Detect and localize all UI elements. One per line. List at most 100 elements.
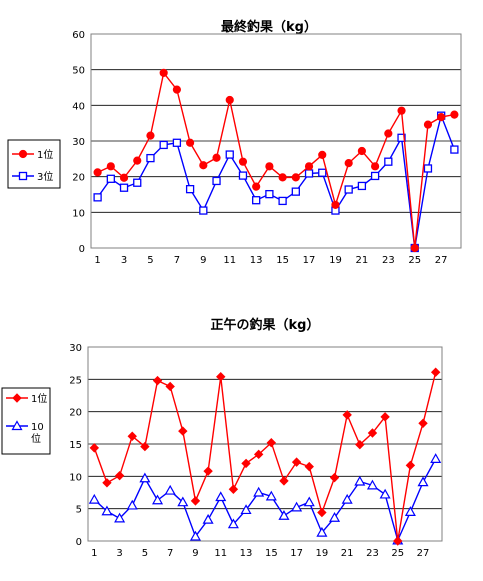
data-point — [93, 168, 102, 177]
x-tick-label: 5 — [147, 255, 153, 266]
data-point — [152, 494, 164, 505]
data-point — [106, 174, 115, 183]
data-point — [437, 113, 446, 122]
data-point — [106, 162, 115, 171]
y-tick-label: 60 — [72, 30, 85, 41]
data-point — [384, 157, 393, 166]
chart1-series — [93, 68, 459, 253]
data-point — [228, 484, 239, 494]
x-tick-label: 25 — [408, 255, 421, 266]
data-point — [265, 490, 277, 501]
data-point — [199, 161, 208, 170]
x-tick-label: 19 — [316, 548, 329, 559]
data-point — [119, 173, 129, 182]
data-point — [227, 518, 239, 529]
series-10位 — [88, 453, 442, 545]
data-point — [185, 184, 195, 194]
data-point — [357, 146, 366, 156]
data-point — [146, 131, 155, 140]
data-point — [252, 196, 261, 205]
chart2-title: 正午の釣果（kg） — [211, 317, 320, 333]
legend-swatch-marker — [18, 171, 28, 181]
legend-label: 3位 — [37, 170, 53, 183]
chart1-plot-frame — [90, 33, 462, 249]
data-point — [367, 428, 378, 438]
data-point — [215, 491, 227, 502]
data-point — [133, 178, 142, 187]
legend-item: 10位 — [6, 420, 44, 445]
data-point — [379, 488, 391, 499]
data-point — [238, 171, 248, 180]
x-tick-label: 27 — [435, 255, 448, 266]
chart2-legend-box — [1, 387, 51, 455]
legend-item: 1位 — [6, 392, 47, 405]
data-point — [279, 476, 289, 486]
legend-item: 3位 — [12, 170, 53, 183]
data-point — [450, 145, 459, 154]
chart1-legend-box — [7, 139, 61, 189]
data-point — [303, 496, 315, 507]
y-tick-label: 0 — [76, 537, 82, 548]
data-point — [318, 168, 327, 177]
legend-label: 位 — [31, 432, 41, 445]
legend-swatch-marker — [11, 420, 23, 431]
data-point — [357, 181, 367, 191]
y-tick-label: 30 — [69, 343, 82, 354]
x-tick-label: 17 — [290, 548, 303, 559]
chart2-series — [88, 367, 442, 546]
chart2-legend: 1位 10位 — [1, 387, 51, 455]
series-line — [93, 372, 437, 542]
x-tick-label: 7 — [174, 255, 180, 266]
x-tick-label: 15 — [276, 255, 289, 266]
data-point — [172, 85, 181, 94]
data-point — [164, 484, 176, 495]
data-point — [397, 106, 406, 115]
data-point — [202, 513, 214, 524]
data-point — [329, 511, 341, 522]
legend-label: 1位 — [37, 148, 53, 161]
x-tick-label: 17 — [303, 255, 316, 266]
data-point — [240, 504, 252, 515]
data-point — [199, 206, 208, 215]
data-point — [177, 496, 189, 507]
chart1-legend: 1位 3位 — [7, 139, 61, 189]
y-tick-label: 10 — [72, 208, 85, 219]
legend-item: 1位 — [12, 148, 53, 161]
data-point — [344, 159, 353, 168]
data-point — [114, 512, 126, 523]
data-point — [212, 153, 221, 162]
y-tick-label: 10 — [69, 472, 82, 483]
x-tick-label: 21 — [356, 255, 369, 266]
data-point — [93, 193, 102, 202]
data-point — [397, 133, 406, 142]
data-point — [102, 478, 112, 488]
data-point — [140, 441, 150, 452]
data-point — [165, 381, 175, 392]
data-point — [430, 453, 442, 463]
x-tick-label: 13 — [240, 548, 253, 559]
data-point — [380, 412, 390, 422]
data-point — [126, 499, 138, 510]
data-point — [178, 426, 188, 436]
data-point — [304, 461, 314, 472]
chart1-x-tick-labels: 1 3 5 7 9 11 13 15 17 19 21 23 25 27 — [94, 255, 447, 266]
data-point — [291, 457, 302, 467]
chart2-plot-frame — [87, 346, 443, 542]
data-point — [304, 169, 314, 178]
y-tick-label: 15 — [69, 440, 82, 451]
series-line — [97, 113, 456, 249]
x-tick-label: 1 — [94, 255, 100, 266]
data-point — [278, 173, 287, 182]
x-tick-label: 27 — [417, 548, 430, 559]
data-point — [341, 493, 353, 504]
data-point — [159, 140, 168, 150]
data-point — [139, 472, 151, 483]
data-point — [225, 95, 234, 105]
data-point — [318, 150, 327, 160]
legend-label: 1位 — [31, 392, 47, 405]
series-1位 — [93, 68, 459, 253]
data-point — [253, 449, 264, 460]
data-point — [291, 187, 300, 196]
legend-swatch-marker — [18, 149, 28, 159]
